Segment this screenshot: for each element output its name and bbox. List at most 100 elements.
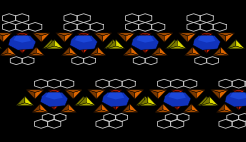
Polygon shape: [177, 90, 184, 97]
Polygon shape: [16, 47, 29, 49]
Polygon shape: [116, 39, 125, 49]
Polygon shape: [98, 47, 106, 56]
Polygon shape: [169, 39, 177, 49]
Polygon shape: [46, 39, 54, 49]
Polygon shape: [169, 92, 186, 99]
Polygon shape: [131, 47, 139, 56]
Polygon shape: [213, 53, 229, 56]
Polygon shape: [231, 94, 239, 102]
Polygon shape: [84, 47, 90, 53]
Polygon shape: [136, 103, 154, 106]
Polygon shape: [8, 47, 16, 56]
Polygon shape: [77, 33, 90, 35]
Polygon shape: [155, 104, 163, 112]
Polygon shape: [90, 47, 98, 56]
Polygon shape: [221, 47, 229, 56]
Polygon shape: [200, 103, 218, 106]
Polygon shape: [122, 110, 138, 112]
Polygon shape: [54, 94, 61, 102]
Polygon shape: [32, 104, 40, 112]
Polygon shape: [219, 90, 228, 99]
Polygon shape: [77, 33, 84, 40]
Polygon shape: [149, 90, 167, 92]
Polygon shape: [70, 47, 78, 56]
Polygon shape: [122, 104, 130, 112]
Polygon shape: [226, 33, 235, 42]
Polygon shape: [193, 47, 201, 56]
Polygon shape: [94, 33, 112, 36]
Polygon shape: [225, 104, 233, 112]
Polygon shape: [200, 47, 213, 49]
Polygon shape: [26, 90, 35, 99]
Polygon shape: [123, 47, 131, 56]
Polygon shape: [109, 103, 122, 105]
Polygon shape: [104, 39, 113, 49]
Polygon shape: [48, 103, 61, 105]
Polygon shape: [217, 33, 235, 36]
Polygon shape: [174, 39, 183, 49]
Polygon shape: [236, 39, 245, 49]
Polygon shape: [145, 96, 154, 106]
Polygon shape: [70, 36, 97, 50]
Polygon shape: [126, 90, 135, 99]
Polygon shape: [109, 103, 116, 110]
Polygon shape: [15, 37, 22, 45]
Polygon shape: [158, 90, 167, 99]
Polygon shape: [163, 104, 171, 112]
Polygon shape: [86, 96, 95, 106]
Polygon shape: [164, 33, 173, 42]
Polygon shape: [126, 33, 135, 42]
Polygon shape: [64, 90, 82, 92]
Polygon shape: [84, 37, 91, 45]
Polygon shape: [0, 39, 2, 49]
Polygon shape: [54, 103, 61, 110]
Polygon shape: [93, 110, 110, 112]
Polygon shape: [48, 103, 54, 110]
Polygon shape: [116, 90, 122, 97]
Polygon shape: [225, 92, 246, 107]
Polygon shape: [0, 46, 2, 49]
Polygon shape: [232, 103, 245, 105]
Polygon shape: [88, 90, 96, 99]
Polygon shape: [196, 90, 205, 99]
Polygon shape: [179, 33, 187, 42]
Polygon shape: [84, 33, 90, 40]
Polygon shape: [136, 96, 145, 106]
Polygon shape: [108, 99, 123, 102]
Polygon shape: [151, 47, 159, 56]
Polygon shape: [54, 90, 61, 97]
Polygon shape: [200, 33, 207, 40]
Polygon shape: [170, 99, 184, 102]
Polygon shape: [187, 90, 196, 99]
Polygon shape: [123, 53, 139, 56]
Polygon shape: [117, 33, 135, 36]
Polygon shape: [77, 103, 95, 106]
Polygon shape: [139, 96, 148, 106]
Polygon shape: [32, 33, 41, 42]
Polygon shape: [64, 90, 73, 99]
Polygon shape: [43, 46, 60, 49]
Polygon shape: [64, 33, 73, 42]
Polygon shape: [139, 33, 145, 40]
Polygon shape: [73, 90, 82, 99]
Polygon shape: [0, 47, 8, 56]
Polygon shape: [145, 37, 152, 45]
Polygon shape: [148, 96, 157, 106]
Polygon shape: [200, 33, 213, 35]
Polygon shape: [184, 53, 201, 56]
Polygon shape: [107, 46, 125, 49]
Polygon shape: [239, 90, 245, 97]
Polygon shape: [149, 90, 158, 99]
Polygon shape: [169, 46, 186, 49]
Polygon shape: [102, 104, 110, 112]
Polygon shape: [151, 53, 168, 56]
Polygon shape: [116, 103, 122, 110]
Polygon shape: [171, 90, 177, 97]
Polygon shape: [116, 94, 123, 102]
Polygon shape: [200, 47, 207, 53]
Polygon shape: [227, 46, 245, 49]
Polygon shape: [43, 39, 51, 49]
Polygon shape: [200, 42, 214, 45]
Polygon shape: [198, 103, 215, 106]
Polygon shape: [135, 90, 144, 99]
